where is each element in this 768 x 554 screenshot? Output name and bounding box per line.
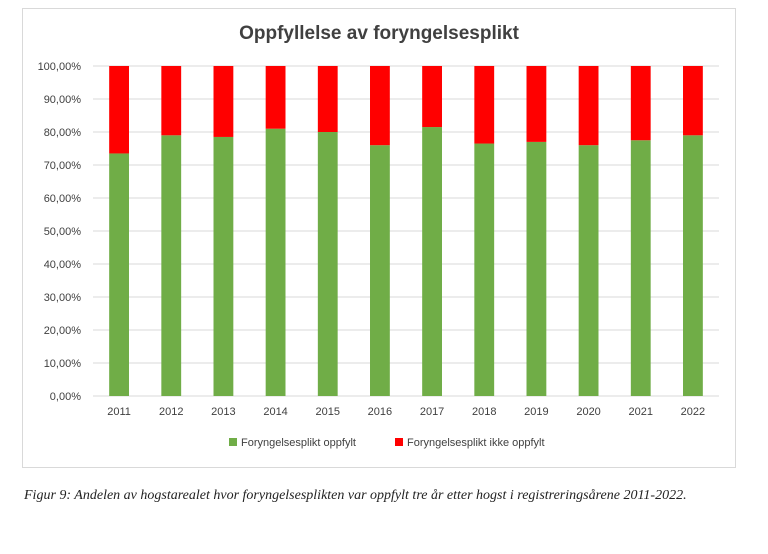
bar-not-fulfilled	[370, 66, 390, 146]
y-tick-label: 30,00%	[44, 292, 82, 304]
y-tick-label: 80,00%	[44, 127, 82, 139]
y-tick-label: 40,00%	[44, 259, 82, 271]
bar-not-fulfilled	[265, 66, 286, 129]
stacked-bar-chart: 0,00% 10,00% 20,00% 30,00% 40,00% 50,00% 60,00…	[38, 61, 719, 449]
legend-item-not-fulfilled-label: Foryngelsesplikt ikke oppfylt	[407, 437, 545, 449]
bar-fulfilled	[422, 127, 442, 397]
bar-fulfilled	[109, 153, 129, 396]
y-tick-label: 50,00%	[44, 226, 82, 238]
bar-not-fulfilled	[683, 66, 703, 136]
y-tick-label: 70,00%	[44, 160, 82, 172]
y-tick-label: 10,00%	[44, 358, 82, 370]
x-tick-label: 2021	[629, 406, 653, 418]
bar-fulfilled	[683, 135, 703, 397]
bar-not-fulfilled	[474, 66, 495, 144]
figure-caption: Figur 9: Andelen av hogstarealet hvor fo…	[24, 488, 687, 503]
y-tick-label: 100,00%	[38, 61, 82, 73]
x-tick-label: 2017	[420, 406, 444, 418]
bar-not-fulfilled	[161, 66, 182, 136]
chart-title: Oppfyllelse av foryngelsesplikt	[239, 23, 519, 44]
x-tick-label: 2019	[524, 406, 548, 418]
bar-fulfilled	[370, 145, 390, 396]
y-tick-label: 20,00%	[44, 325, 82, 337]
chart-frame: Oppfyllelse av foryngelsesplikt 0,00% 10,…	[22, 8, 736, 468]
x-tick-label: 2016	[368, 406, 392, 418]
x-tick-label: 2022	[681, 406, 705, 418]
bar-not-fulfilled	[213, 66, 234, 137]
bar-fulfilled	[213, 136, 234, 396]
x-tick-label: 2011	[107, 406, 131, 418]
bar-fulfilled	[630, 140, 651, 396]
bar-fulfilled	[526, 141, 547, 396]
x-tick-label: 2014	[263, 406, 287, 418]
bar-not-fulfilled	[422, 66, 442, 128]
bar-fulfilled	[317, 132, 338, 396]
bar-not-fulfilled	[630, 66, 651, 141]
bar-fulfilled	[578, 145, 599, 396]
x-tick-label: 2018	[472, 406, 496, 418]
bar-not-fulfilled	[526, 66, 547, 142]
bar-not-fulfilled	[317, 66, 338, 132]
legend-item-fulfilled-swatch	[229, 438, 237, 446]
y-tick-label: 0,00%	[50, 391, 81, 403]
bar-fulfilled	[265, 128, 286, 396]
y-tick-label: 90,00%	[44, 94, 82, 106]
bar-fulfilled	[161, 135, 182, 397]
x-tick-label: 2015	[316, 406, 340, 418]
legend-item-not-fulfilled-swatch	[395, 438, 403, 446]
bar-fulfilled	[474, 143, 495, 396]
x-tick-label: 2012	[159, 406, 183, 418]
bar-not-fulfilled	[109, 66, 129, 154]
y-tick-label: 60,00%	[44, 193, 82, 205]
x-tick-label: 2013	[211, 406, 235, 418]
bar-not-fulfilled	[578, 66, 599, 146]
legend-item-fulfilled-label: Foryngelsesplikt oppfylt	[241, 437, 356, 449]
x-tick-label: 2020	[576, 406, 600, 418]
